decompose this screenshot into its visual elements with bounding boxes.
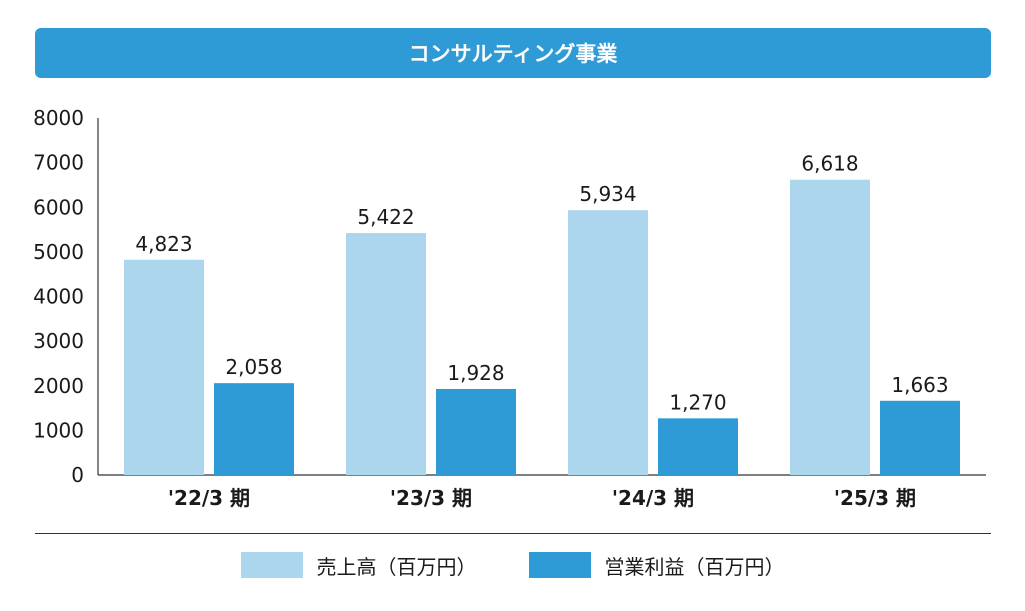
legend-swatch-sales — [240, 552, 303, 578]
y-tick-label: 2000 — [33, 374, 84, 398]
bar-chart: 0 1000 2000 3000 4000 5000 6000 7000 8000 4,823 2,… — [33, 106, 986, 510]
data-label-profit: 1,270 — [669, 390, 726, 414]
bar-sales — [568, 210, 648, 475]
bar-profit — [658, 418, 738, 475]
bar-sales — [124, 259, 204, 475]
y-tick-label: 5000 — [33, 240, 84, 264]
x-tick-label: '22/3 期 — [168, 486, 250, 510]
y-tick-label: 7000 — [33, 151, 84, 175]
bar-sales — [790, 179, 870, 475]
legend-divider — [35, 533, 991, 534]
x-tick-label: '24/3 期 — [612, 486, 694, 510]
legend-item-profit: 営業利益（百万円） — [528, 551, 785, 580]
legend-item-sales: 売上高（百万円） — [240, 551, 477, 580]
y-tick-label: 3000 — [33, 329, 84, 353]
data-label-profit: 1,928 — [447, 361, 504, 385]
y-tick-label: 1000 — [33, 418, 84, 442]
data-label-sales: 5,934 — [579, 182, 636, 206]
x-tick-label: '23/3 期 — [390, 486, 472, 510]
bar-sales — [346, 233, 426, 475]
data-label-sales: 4,823 — [135, 232, 192, 256]
y-tick-label: 4000 — [33, 285, 84, 309]
data-label-sales: 5,422 — [357, 205, 414, 229]
bar-profit — [214, 383, 294, 475]
data-label-profit: 2,058 — [225, 355, 282, 379]
legend-label-profit: 営業利益（百万円） — [604, 554, 785, 579]
y-tick-label: 8000 — [33, 106, 84, 130]
y-tick-label: 6000 — [33, 195, 84, 219]
x-tick-label: '25/3 期 — [834, 486, 916, 510]
legend-swatch-profit — [528, 552, 591, 578]
data-label-sales: 6,618 — [801, 152, 858, 176]
bar-profit — [436, 388, 516, 475]
chart-title: コンサルティング事業 — [408, 42, 618, 66]
legend-label-sales: 売上高（百万円） — [316, 554, 477, 579]
legend: 売上高（百万円） 営業利益（百万円） — [0, 545, 1025, 585]
data-label-profit: 1,663 — [891, 373, 948, 397]
bar-profit — [880, 400, 960, 475]
chart-title-banner: コンサルティング事業 — [35, 28, 991, 78]
y-tick-label: 0 — [71, 463, 84, 487]
